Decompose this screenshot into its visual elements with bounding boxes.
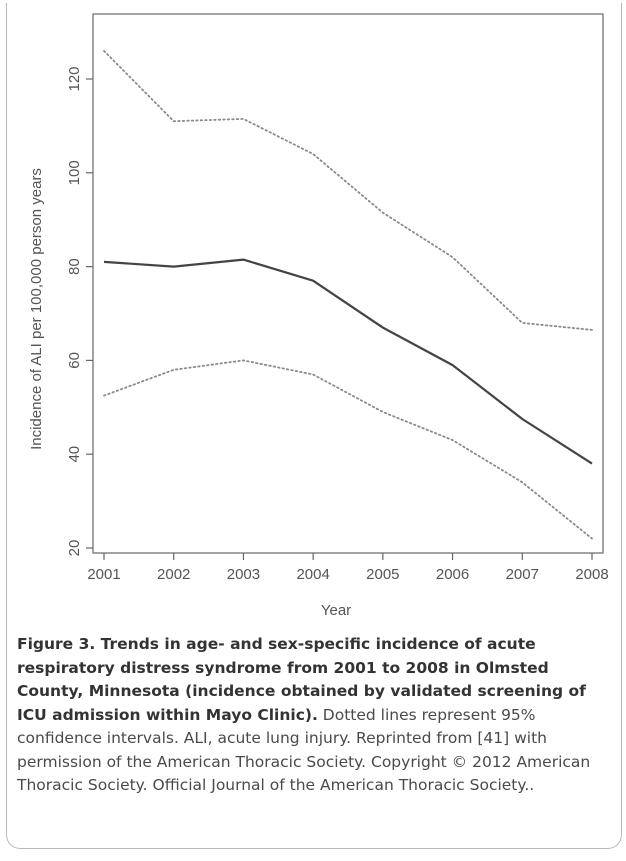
plot-border bbox=[92, 13, 604, 554]
y-tick-label: 120 bbox=[66, 66, 83, 91]
y-tick-label: 40 bbox=[66, 446, 83, 463]
y-axis-title: Incidence of ALI per 100,000 person year… bbox=[28, 168, 45, 450]
x-tick-label: 2002 bbox=[157, 566, 190, 583]
caption-body: Dotted lines represent 95% confidence in… bbox=[17, 705, 591, 795]
figure-frame: 2001 2002 2003 2004 2005 2006 2007 2008 20 40 60 8… bbox=[6, 3, 622, 849]
x-axis-title: Year bbox=[321, 602, 351, 619]
line-chart: 2001 2002 2003 2004 2005 2006 2007 2008 20 40 60 8… bbox=[28, 13, 609, 619]
x-tick-label: 2007 bbox=[506, 566, 539, 583]
series-line-upper-ci bbox=[103, 50, 593, 331]
figure-caption: Figure 3. Trends in age- and sex-specifi… bbox=[17, 633, 617, 798]
x-tick-label: 2004 bbox=[296, 566, 329, 583]
plot-area bbox=[92, 13, 604, 554]
series-layer bbox=[103, 50, 593, 540]
x-tick-label: 2001 bbox=[87, 566, 120, 583]
y-tick-label: 80 bbox=[66, 258, 83, 275]
x-tick-label: 2005 bbox=[366, 566, 399, 583]
caption-title: Figure 3. Trends in age- and sex-specifi… bbox=[17, 635, 586, 724]
x-tick-label: 2008 bbox=[575, 566, 608, 583]
x-axis: 2001 2002 2003 2004 2005 2006 2007 2008 bbox=[87, 553, 609, 583]
x-tick-label: 2003 bbox=[227, 566, 260, 583]
series-line-lower-ci bbox=[103, 359, 593, 540]
x-tick-label: 2006 bbox=[436, 566, 469, 583]
series-line-incidence bbox=[103, 258, 593, 465]
y-tick-label: 60 bbox=[66, 352, 83, 369]
y-tick-label: 100 bbox=[66, 160, 83, 185]
y-axis: 20 40 60 80 100 120 bbox=[66, 66, 93, 556]
y-tick-label: 20 bbox=[66, 540, 83, 557]
